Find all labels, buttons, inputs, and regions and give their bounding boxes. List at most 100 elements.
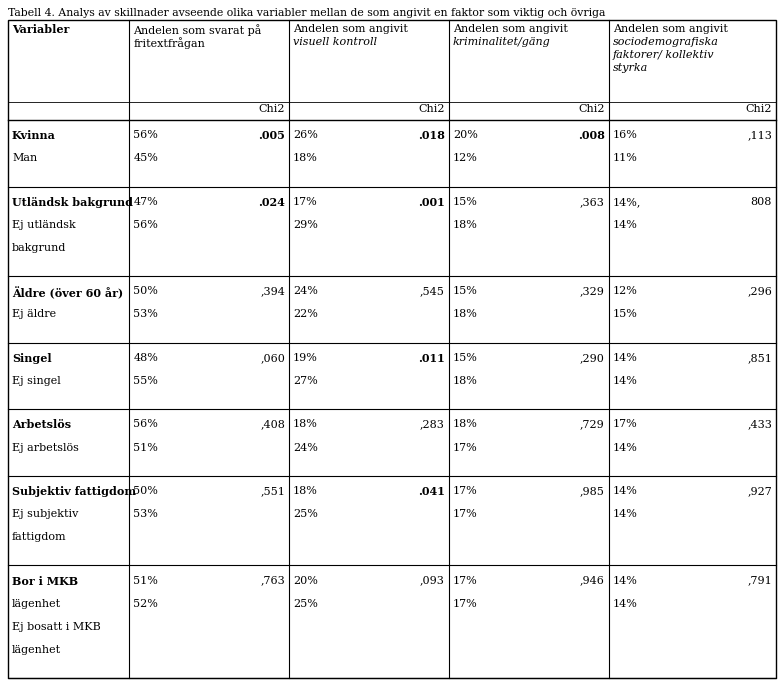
- Text: 53%: 53%: [133, 509, 158, 519]
- Text: 15%: 15%: [453, 353, 477, 363]
- Text: Utländsk bakgrund: Utländsk bakgrund: [12, 197, 133, 208]
- Text: Variabler: Variabler: [12, 24, 69, 35]
- Text: ,329: ,329: [579, 286, 604, 297]
- Text: Kvinna: Kvinna: [12, 130, 56, 141]
- Text: ,851: ,851: [747, 353, 772, 363]
- Text: 50%: 50%: [133, 486, 158, 496]
- Text: Andelen som svarat på: Andelen som svarat på: [133, 24, 262, 36]
- Text: fritextfrågan: fritextfrågan: [133, 37, 205, 49]
- Text: lägenhet: lägenhet: [12, 599, 61, 608]
- Text: 14%: 14%: [612, 486, 637, 496]
- Text: 14%: 14%: [612, 353, 637, 363]
- Text: 14%: 14%: [612, 576, 637, 586]
- Text: Subjektiv fattigdom: Subjektiv fattigdom: [12, 486, 136, 497]
- Text: ,290: ,290: [579, 353, 604, 363]
- Text: 11%: 11%: [612, 153, 637, 163]
- Text: 18%: 18%: [453, 220, 477, 230]
- Text: ,791: ,791: [747, 576, 772, 586]
- Text: 18%: 18%: [293, 419, 318, 430]
- Text: Chi2: Chi2: [259, 104, 285, 114]
- Text: 12%: 12%: [453, 153, 477, 163]
- Text: 52%: 52%: [133, 599, 158, 608]
- Text: 17%: 17%: [612, 419, 637, 430]
- Text: 17%: 17%: [453, 509, 477, 519]
- Text: 808: 808: [750, 197, 772, 207]
- Text: ,946: ,946: [579, 576, 604, 586]
- Text: 55%: 55%: [133, 376, 158, 386]
- Text: styrka: styrka: [612, 63, 648, 73]
- Text: Ej arbetslös: Ej arbetslös: [12, 443, 79, 453]
- Text: ,763: ,763: [260, 576, 285, 586]
- Text: ,296: ,296: [747, 286, 772, 297]
- Text: Andelen som angivit: Andelen som angivit: [612, 24, 728, 34]
- Text: Bor i MKB: Bor i MKB: [12, 576, 78, 587]
- Text: Chi2: Chi2: [578, 104, 604, 114]
- Text: 56%: 56%: [133, 419, 158, 430]
- Text: 17%: 17%: [453, 599, 477, 608]
- Text: 19%: 19%: [293, 353, 318, 363]
- Text: 14%: 14%: [612, 599, 637, 608]
- Text: 18%: 18%: [293, 153, 318, 163]
- Text: 15%: 15%: [453, 197, 477, 207]
- Text: Chi2: Chi2: [746, 104, 772, 114]
- Text: sociodemografiska: sociodemografiska: [612, 37, 718, 47]
- Text: ,394: ,394: [260, 286, 285, 297]
- Text: faktorer/ kollektiv: faktorer/ kollektiv: [612, 50, 714, 60]
- Text: 56%: 56%: [133, 220, 158, 230]
- Text: 16%: 16%: [612, 130, 637, 140]
- Text: Andelen som angivit: Andelen som angivit: [453, 24, 568, 34]
- Text: 48%: 48%: [133, 353, 158, 363]
- Text: Ej bosatt i MKB: Ej bosatt i MKB: [12, 622, 101, 632]
- Text: ,545: ,545: [420, 286, 445, 297]
- Text: 24%: 24%: [293, 286, 318, 297]
- Text: ,433: ,433: [747, 419, 772, 430]
- Text: 14%: 14%: [612, 443, 637, 453]
- Text: 18%: 18%: [293, 486, 318, 496]
- Text: 25%: 25%: [293, 599, 318, 608]
- Text: Arbetslös: Arbetslös: [12, 419, 71, 430]
- Text: ,408: ,408: [260, 419, 285, 430]
- Text: 27%: 27%: [293, 376, 318, 386]
- Text: 51%: 51%: [133, 576, 158, 586]
- Text: 24%: 24%: [293, 443, 318, 453]
- Text: 51%: 51%: [133, 443, 158, 453]
- Text: Chi2: Chi2: [419, 104, 445, 114]
- Text: 14%: 14%: [612, 220, 637, 230]
- Text: .018: .018: [418, 130, 445, 141]
- Text: 20%: 20%: [293, 576, 318, 586]
- Text: 17%: 17%: [293, 197, 318, 207]
- Text: ,551: ,551: [260, 486, 285, 496]
- Text: ,927: ,927: [747, 486, 772, 496]
- Text: Äldre (över 60 år): Äldre (över 60 år): [12, 286, 123, 299]
- Text: 25%: 25%: [293, 509, 318, 519]
- Text: Singel: Singel: [12, 353, 52, 364]
- Text: 26%: 26%: [293, 130, 318, 140]
- Text: fattigdom: fattigdom: [12, 532, 67, 542]
- Text: ,729: ,729: [580, 419, 604, 430]
- Text: ,985: ,985: [579, 486, 604, 496]
- Text: 45%: 45%: [133, 153, 158, 163]
- Text: ,093: ,093: [420, 576, 445, 586]
- Text: 14%,: 14%,: [612, 197, 641, 207]
- Text: 17%: 17%: [453, 486, 477, 496]
- Text: 50%: 50%: [133, 286, 158, 297]
- Text: ,113: ,113: [747, 130, 772, 140]
- Text: lägenhet: lägenhet: [12, 644, 61, 655]
- Text: 47%: 47%: [133, 197, 158, 207]
- Text: ,060: ,060: [260, 353, 285, 363]
- Text: 17%: 17%: [453, 576, 477, 586]
- Text: .008: .008: [578, 130, 604, 141]
- Text: Man: Man: [12, 153, 38, 163]
- Text: 56%: 56%: [133, 130, 158, 140]
- Text: 18%: 18%: [453, 419, 477, 430]
- Text: bakgrund: bakgrund: [12, 243, 67, 253]
- Text: .005: .005: [258, 130, 285, 141]
- Text: 14%: 14%: [612, 376, 637, 386]
- Text: 12%: 12%: [612, 286, 637, 297]
- Text: .011: .011: [418, 353, 445, 364]
- Text: 17%: 17%: [453, 443, 477, 453]
- Text: 22%: 22%: [293, 310, 318, 319]
- Text: Ej utländsk: Ej utländsk: [12, 220, 76, 230]
- Text: kriminalitet/gäng: kriminalitet/gäng: [453, 37, 550, 47]
- Text: Ej singel: Ej singel: [12, 376, 60, 386]
